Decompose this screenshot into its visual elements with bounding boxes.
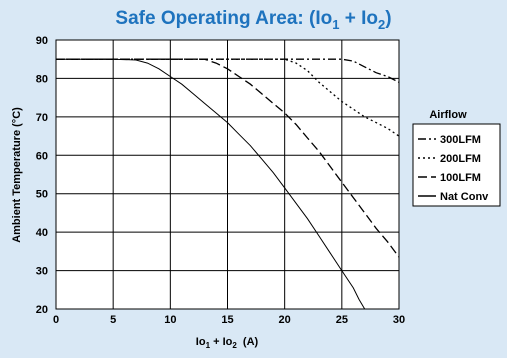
series-line-nat-conv <box>56 58 366 310</box>
x-tick-label: 0 <box>53 314 59 326</box>
legend-label: Nat Conv <box>440 191 489 203</box>
series-lines <box>56 58 400 310</box>
x-tick-label: 25 <box>336 314 348 326</box>
tick-labels: 0 5 10 15 20 25 30 20 30 40 50 60 70 80 90 <box>36 35 405 326</box>
y-tick-label: 50 <box>36 189 48 201</box>
legend: 300LFM 200LFM 100LFM Nat Conv <box>412 123 501 207</box>
legend-box <box>412 123 501 207</box>
y-tick-label: 80 <box>36 73 48 85</box>
series-line-300lfm <box>56 58 400 83</box>
legend-title: Airflow <box>429 109 467 121</box>
x-tick-label: 30 <box>393 314 405 326</box>
y-tick-label: 40 <box>36 227 48 239</box>
chart-title: Safe Operating Area: (Io1 + Io2) <box>115 8 392 32</box>
x-tick-label: 20 <box>279 314 291 326</box>
series-line-100lfm <box>56 58 400 258</box>
y-tick-label: 30 <box>36 266 48 278</box>
y-tick-label: 60 <box>36 150 48 162</box>
y-axis-label: Ambient Temperature (°C) <box>11 107 23 243</box>
legend-label: 300LFM <box>440 134 481 146</box>
x-tick-label: 15 <box>221 314 233 326</box>
y-tick-label: 20 <box>36 304 48 316</box>
x-axis-label: Io1 + Io2 (A) <box>196 336 259 350</box>
legend-label: 100LFM <box>440 172 481 184</box>
y-tick-label: 70 <box>36 112 48 124</box>
x-tick-label: 5 <box>110 314 116 326</box>
grid-lines <box>55 39 400 310</box>
legend-label: 200LFM <box>440 153 481 165</box>
plot-frame <box>55 39 400 310</box>
y-tick-label: 90 <box>36 35 48 47</box>
x-tick-label: 10 <box>164 314 176 326</box>
